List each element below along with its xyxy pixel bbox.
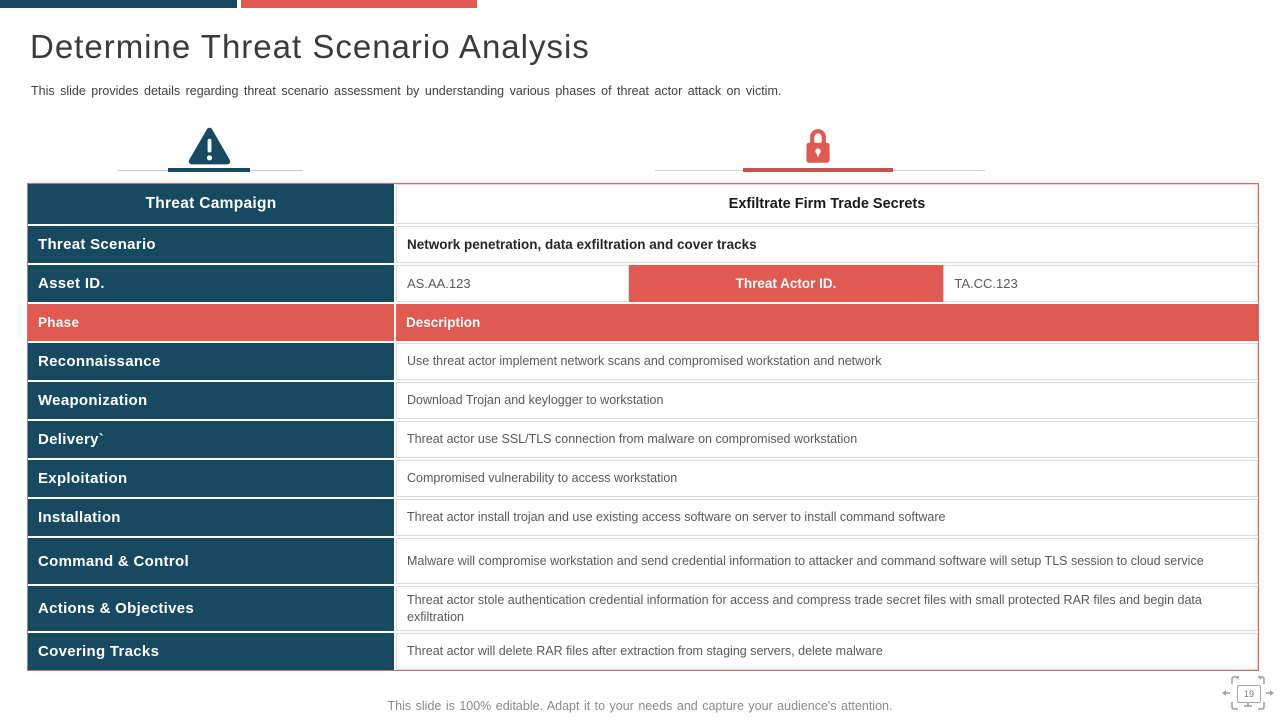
phase-name-cell: Delivery` <box>28 421 394 458</box>
table-row-phase: Reconnaissance Use threat actor implemen… <box>28 343 1258 380</box>
description-header-cell: Description <box>396 304 1258 341</box>
phase-name-cell: Reconnaissance <box>28 343 394 380</box>
page-number: 19 <box>1237 685 1261 703</box>
right-divider-accent <box>743 168 893 172</box>
campaign-value-cell: Exfiltrate Firm Trade Secrets <box>396 184 1258 224</box>
phase-description-cell: Malware will compromise workstation and … <box>396 538 1258 584</box>
phase-description-cell: Compromised vulnerability to access work… <box>396 460 1258 497</box>
lock-icon <box>802 127 834 172</box>
editable-note: This slide is 100% editable. Adapt it to… <box>387 699 893 713</box>
top-accent-bar-red <box>241 0 477 8</box>
expand-screen-page-number-icon: 19 <box>1222 670 1274 718</box>
table-row-phase: Installation Threat actor install trojan… <box>28 499 1258 536</box>
phase-description-cell: Threat actor stole authentication creden… <box>396 586 1258 631</box>
table-row-campaign: Threat Campaign Exfiltrate Firm Trade Se… <box>28 184 1258 224</box>
actor-id-value-cell: TA.CC.123 <box>943 265 1258 302</box>
phase-name-cell: Installation <box>28 499 394 536</box>
scenario-value-cell: Network penetration, data exfiltration a… <box>396 226 1258 263</box>
top-accent-bar-teal <box>0 0 237 8</box>
phase-description-cell: Threat actor use SSL/TLS connection from… <box>396 421 1258 458</box>
phase-description-cell: Threat actor will delete RAR files after… <box>396 633 1258 670</box>
phase-name-cell: Weaponization <box>28 382 394 419</box>
asset-id-label-cell: Asset ID. <box>28 265 394 302</box>
table-row-phase-header: Phase Description <box>28 304 1258 341</box>
slide-subtitle: This slide provides details regarding th… <box>31 84 782 98</box>
page-title: Determine Threat Scenario Analysis <box>30 28 590 65</box>
table-row-asset-id: Asset ID. AS.AA.123 Threat Actor ID. TA.… <box>28 265 1258 302</box>
table-row-phase: Exploitation Compromised vulnerability t… <box>28 460 1258 497</box>
table-row-phase: Command & Control Malware will compromis… <box>28 538 1258 584</box>
phase-header-cell: Phase <box>28 304 394 341</box>
campaign-header-cell: Threat Campaign <box>28 184 394 224</box>
phase-name-cell: Actions & Objectives <box>28 586 394 631</box>
phase-description-cell: Download Trojan and keylogger to worksta… <box>396 382 1258 419</box>
table-row-phase: Delivery` Threat actor use SSL/TLS conne… <box>28 421 1258 458</box>
left-divider-accent <box>168 168 250 172</box>
actor-id-label-cell: Threat Actor ID. <box>628 265 944 302</box>
phase-name-cell: Exploitation <box>28 460 394 497</box>
phase-name-cell: Command & Control <box>28 538 394 584</box>
threat-scenario-table: Threat Campaign Exfiltrate Firm Trade Se… <box>27 183 1259 671</box>
table-row-scenario: Threat Scenario Network penetration, dat… <box>28 226 1258 263</box>
asset-id-value-cell: AS.AA.123 <box>396 265 629 302</box>
warning-triangle-icon <box>186 127 233 172</box>
scenario-label-cell: Threat Scenario <box>28 226 394 263</box>
phase-name-cell: Covering Tracks <box>28 633 394 670</box>
phase-description-cell: Threat actor install trojan and use exis… <box>396 499 1258 536</box>
table-row-phase: Weaponization Download Trojan and keylog… <box>28 382 1258 419</box>
phase-description-cell: Use threat actor implement network scans… <box>396 343 1258 380</box>
table-row-phase: Actions & Objectives Threat actor stole … <box>28 586 1258 631</box>
table-row-phase: Covering Tracks Threat actor will delete… <box>28 633 1258 670</box>
